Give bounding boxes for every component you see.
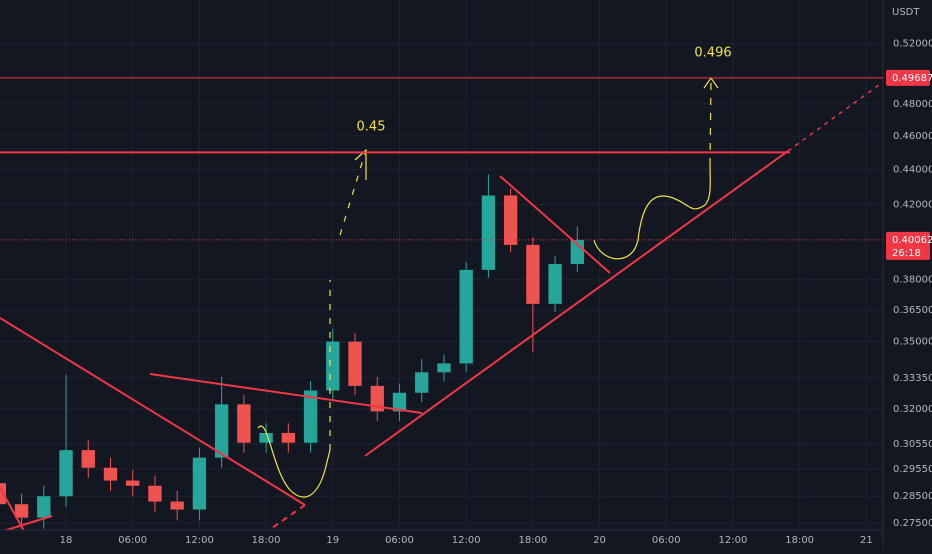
y-tick-label: 0.48000 bbox=[893, 99, 932, 110]
x-tick-label: 06:00 bbox=[118, 535, 147, 546]
x-tick-label: 06:00 bbox=[652, 535, 681, 546]
x-tick-label: 20 bbox=[593, 535, 606, 546]
candle-body bbox=[437, 363, 451, 373]
candle-body bbox=[303, 390, 318, 443]
y-tick-label: 0.35000 bbox=[893, 337, 932, 348]
projection-curve bbox=[257, 425, 331, 498]
candle-body bbox=[459, 269, 473, 364]
y-tick-label: 0.38000 bbox=[893, 275, 932, 286]
candle-body bbox=[148, 485, 162, 502]
y-tick-label: 0.52000 bbox=[893, 39, 932, 50]
y-tick-label: 0.44000 bbox=[893, 164, 932, 175]
price-label-box bbox=[886, 69, 930, 86]
y-tick-label: 0.32000 bbox=[893, 404, 932, 415]
candle-body bbox=[192, 457, 207, 510]
trend-line bbox=[149, 373, 423, 414]
candle-body bbox=[526, 244, 540, 304]
trend-line bbox=[0, 317, 306, 506]
projection-curve bbox=[593, 164, 711, 260]
y-tick-label: 0.33350 bbox=[893, 373, 932, 384]
candle-body bbox=[370, 385, 384, 412]
x-tick-label: 12:00 bbox=[452, 535, 481, 546]
candle-body bbox=[37, 496, 51, 518]
annotation: 0.496 bbox=[694, 46, 731, 61]
trend-line bbox=[499, 175, 611, 274]
candle-body bbox=[481, 195, 496, 270]
x-tick-label: 06:00 bbox=[385, 535, 414, 546]
projection-dash bbox=[329, 149, 367, 450]
candle-body bbox=[126, 480, 140, 486]
annotation: 0.45 bbox=[357, 120, 386, 135]
x-tick-label: 12:00 bbox=[185, 535, 214, 546]
candle-body bbox=[415, 372, 429, 393]
candle-body bbox=[392, 392, 407, 412]
trend-line bbox=[787, 81, 883, 152]
trend-line bbox=[3, 515, 53, 530]
trend-line bbox=[0, 487, 25, 530]
y-tick-label: 0.46000 bbox=[893, 131, 932, 142]
projection-arrow bbox=[354, 148, 367, 180]
y-tick-label: 0.42000 bbox=[893, 199, 932, 210]
candle-body bbox=[81, 450, 95, 468]
candle-body bbox=[170, 501, 184, 510]
trend-line bbox=[364, 150, 789, 457]
y-tick-label: 0.29550 bbox=[893, 464, 932, 475]
x-tick-label: 18:00 bbox=[518, 535, 547, 546]
countdown-label: 26:18 bbox=[892, 248, 921, 259]
x-tick-label: 18 bbox=[60, 535, 73, 546]
y-tick-label: 0.27500 bbox=[893, 518, 932, 529]
x-tick-label: 12:00 bbox=[719, 535, 748, 546]
axis-unit: USDT bbox=[892, 7, 920, 18]
price-label-box bbox=[886, 231, 930, 260]
candle-body bbox=[59, 450, 73, 497]
candle-body bbox=[503, 195, 518, 245]
x-tick-label: 21 bbox=[860, 535, 873, 546]
candle-body bbox=[281, 432, 296, 443]
candle-body bbox=[548, 264, 562, 304]
candle-body bbox=[14, 504, 29, 518]
candle-body bbox=[103, 467, 118, 481]
candle-body bbox=[326, 341, 340, 391]
drawings bbox=[0, 76, 883, 530]
y-tick-label: 0.30550 bbox=[893, 439, 932, 450]
y-tick-label: 0.28500 bbox=[893, 491, 932, 502]
last-price-label: 0.40062 bbox=[892, 235, 932, 246]
candle-body bbox=[214, 404, 229, 458]
x-tick-label: 18:00 bbox=[252, 535, 281, 546]
trend-line bbox=[267, 504, 306, 530]
candle-body bbox=[348, 341, 362, 386]
candle-body bbox=[259, 432, 273, 443]
candle-body bbox=[237, 404, 251, 443]
x-tick-label: 18:00 bbox=[785, 535, 814, 546]
x-tick-label: 19 bbox=[326, 535, 339, 546]
alert-price-label: 0.49687 bbox=[892, 73, 932, 84]
y-tick-label: 0.36500 bbox=[893, 305, 932, 316]
